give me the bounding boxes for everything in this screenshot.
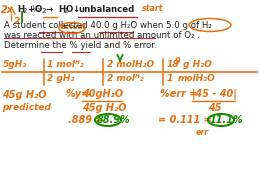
Text: 1: 1 bbox=[167, 74, 173, 83]
Text: 2 molH₂O: 2 molH₂O bbox=[107, 60, 154, 69]
Text: 2 gH₂: 2 gH₂ bbox=[47, 74, 74, 83]
Text: ½: ½ bbox=[31, 5, 39, 14]
Text: 2: 2 bbox=[22, 8, 27, 14]
Text: ↓: ↓ bbox=[72, 5, 79, 14]
Text: 88.9%: 88.9% bbox=[97, 115, 131, 125]
Text: actual: actual bbox=[61, 24, 86, 30]
Text: 2: 2 bbox=[14, 17, 20, 26]
Text: 2: 2 bbox=[63, 8, 68, 14]
Text: unbalanced: unbalanced bbox=[78, 5, 134, 14]
Text: %y=: %y= bbox=[65, 89, 89, 99]
Text: %err =: %err = bbox=[160, 89, 197, 99]
Text: |45 - 40|: |45 - 40| bbox=[192, 89, 237, 100]
Text: 2 molᴴ₂: 2 molᴴ₂ bbox=[107, 74, 144, 83]
Text: g H₂O: g H₂O bbox=[183, 60, 212, 69]
Text: +: + bbox=[27, 5, 34, 14]
Text: 2x: 2x bbox=[1, 5, 14, 15]
Text: start: start bbox=[142, 4, 163, 13]
Text: Determine the % yield and % error.: Determine the % yield and % error. bbox=[4, 41, 157, 50]
Text: 2: 2 bbox=[41, 8, 46, 14]
Text: O: O bbox=[66, 5, 73, 14]
Text: 45g H₂O: 45g H₂O bbox=[2, 90, 47, 100]
Text: err: err bbox=[196, 128, 209, 137]
Text: was reacted with an unlimited amount of O₂ .: was reacted with an unlimited amount of … bbox=[4, 31, 200, 40]
Text: 45: 45 bbox=[208, 103, 221, 113]
Text: 5gH₂: 5gH₂ bbox=[3, 60, 27, 69]
Text: 18: 18 bbox=[167, 60, 179, 69]
Text: predicted: predicted bbox=[2, 103, 51, 112]
Text: 9: 9 bbox=[175, 57, 181, 66]
Text: = 0.111 =: = 0.111 = bbox=[158, 115, 212, 125]
Text: →: → bbox=[45, 5, 52, 14]
Text: molH₂O: molH₂O bbox=[178, 74, 216, 83]
Text: 40gH₂O: 40gH₂O bbox=[82, 89, 123, 99]
Text: H: H bbox=[17, 5, 24, 14]
Text: O: O bbox=[35, 5, 42, 14]
Text: A student collected 40.0 g H₂O when 5.0 g of H₂: A student collected 40.0 g H₂O when 5.0 … bbox=[4, 21, 212, 30]
Text: .889 =: .889 = bbox=[68, 115, 104, 125]
Text: 45g H₂O: 45g H₂O bbox=[82, 103, 126, 113]
Text: 1 molᴴ₂: 1 molᴴ₂ bbox=[47, 60, 84, 69]
Text: H: H bbox=[58, 5, 65, 14]
Text: 11.1%: 11.1% bbox=[210, 115, 244, 125]
